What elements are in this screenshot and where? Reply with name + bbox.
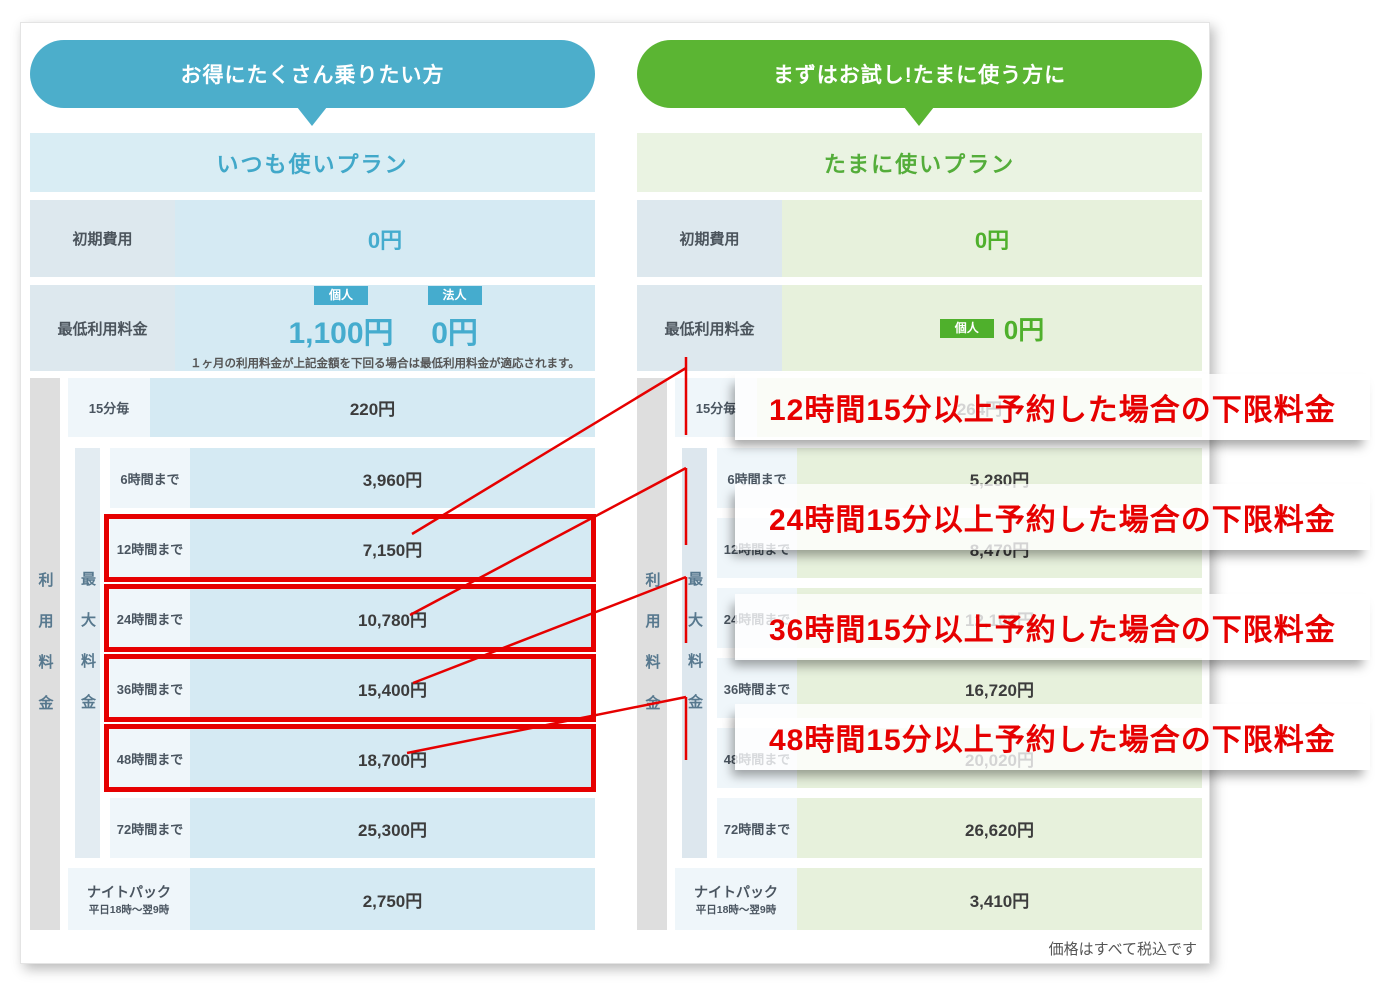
left-night-pack-value: 2,750円: [362, 891, 423, 911]
right-pill-pointer-icon: [904, 107, 934, 126]
left-row-36h-label: 36時間まで: [110, 658, 190, 718]
left-per15-value-cell: 220円: [150, 378, 595, 437]
left-min-fee-label-text: 最低利用料金: [57, 320, 148, 338]
left-usage-fee-strip: 利用料金: [30, 378, 60, 930]
left-initial-cost-label: 初期費用: [30, 200, 175, 277]
right-min-fee-group: 個人 0円: [939, 310, 1045, 347]
right-row-72h-label-text: 72時間まで: [723, 821, 791, 837]
left-initial-cost-value: 0円: [367, 227, 403, 253]
annotation-12h: 12時間15分以上予約した場合の下限料金: [735, 374, 1370, 440]
right-max-fee-strip-text: 最大料金: [686, 571, 703, 735]
right-row-72h-label: 72時間まで: [717, 798, 797, 858]
right-plan-title-text: たまに使いプラン: [823, 151, 1016, 177]
left-max-fee-strip: 最大料金: [75, 448, 100, 858]
left-row-6h-value-cell: 3,960円: [190, 448, 595, 508]
right-row-36h-label-text: 36時間まで: [723, 681, 791, 697]
left-min-fee-corporate-group: 法人 0円: [427, 285, 482, 352]
right-night-pack-sublabel: 平日18時～翌9時: [695, 903, 777, 916]
left-row-72h-value-cell: 25,300円: [190, 798, 595, 858]
right-min-fee-cell: 個人 0円: [782, 285, 1202, 371]
left-row-24h-label-text: 24時間まで: [116, 611, 184, 627]
left-min-fee-corporate-value: 0円: [431, 316, 478, 350]
left-row-12h-label-text: 12時間まで: [116, 541, 184, 557]
highlight-box-48h: [104, 724, 596, 792]
right-row-36h-value: 16,720円: [965, 680, 1034, 700]
left-min-fee-personal-value: 1,100円: [288, 316, 394, 350]
corporate-badge: 法人: [427, 285, 482, 305]
left-night-pack-label: ナイトパック 平日18時～翌9時: [68, 868, 190, 930]
left-min-fee-groups: 個人 1,100円 法人 0円: [288, 285, 482, 352]
right-initial-cost-value: 0円: [974, 227, 1010, 253]
right-per15-label-text: 15分毎: [695, 401, 737, 416]
left-row-6h-value: 3,960円: [362, 470, 423, 490]
left-min-fee-note: １ヶ月の利用料金が上記金額を下回る場合は最低利用料金が適応されます。: [190, 357, 580, 370]
left-row-48h-label-text: 48時間まで: [116, 751, 184, 767]
annotation-36h: 36時間15分以上予約した場合の下限料金: [735, 594, 1370, 660]
annotation-48h-text: 48時間15分以上予約した場合の下限料金: [769, 724, 1336, 757]
annotation-48h: 48時間15分以上予約した場合の下限料金: [735, 704, 1370, 770]
right-initial-cost-label: 初期費用: [637, 200, 782, 277]
left-night-pack-sublabel: 平日18時～翌9時: [88, 903, 170, 916]
right-min-fee-personal-value: 0円: [1003, 314, 1045, 345]
left-plan-header-pill: お得にたくさん乗りたい方: [30, 40, 595, 108]
left-row-36h-value: 15,400円: [358, 680, 427, 700]
tax-included-note: 価格はすべて税込です: [897, 938, 1197, 959]
left-max-fee-strip-text: 最大料金: [79, 571, 96, 735]
highlight-box-12h: [104, 514, 596, 582]
left-min-fee-label: 最低利用料金: [30, 285, 175, 371]
left-plan-header-text: お得にたくさん乗りたい方: [180, 64, 445, 87]
left-row-6h-label-text: 6時間まで: [120, 471, 180, 487]
left-row-12h-value: 7,150円: [362, 540, 423, 560]
tax-included-note-text: 価格はすべて税込です: [1048, 941, 1197, 958]
left-pill-pointer-icon: [297, 107, 327, 126]
left-row-12h-label: 12時間まで: [110, 518, 190, 578]
left-row-72h-label: 72時間まで: [110, 798, 190, 858]
left-min-fee-cell: 個人 1,100円 法人 0円 １ヶ月の利用料金が上記金額を下回る場合は最低利用…: [175, 285, 595, 371]
annotation-24h-text: 24時間15分以上予約した場合の下限料金: [769, 504, 1336, 537]
left-row-48h-value: 18,700円: [358, 750, 427, 770]
left-initial-cost-label-text: 初期費用: [72, 231, 133, 248]
right-plan-header-pill: まずはお試し!たまに使う方に: [637, 40, 1202, 108]
right-night-pack-value-cell: 3,410円: [797, 868, 1202, 930]
left-initial-cost-value-cell: 0円: [175, 200, 595, 277]
left-row-72h-value: 25,300円: [358, 820, 427, 840]
left-plan-title-text: いつも使いプラン: [216, 151, 409, 177]
left-per15-value: 220円: [349, 400, 396, 419]
personal-badge: 個人: [939, 318, 994, 338]
highlight-box-36h: [104, 654, 596, 722]
left-row-36h-label-text: 36時間まで: [116, 681, 184, 697]
right-night-pack-value: 3,410円: [969, 891, 1030, 911]
left-night-pack-value-cell: 2,750円: [190, 868, 595, 930]
left-row-72h-label-text: 72時間まで: [116, 821, 184, 837]
personal-badge: 個人: [313, 285, 368, 305]
right-row-72h-value: 26,620円: [965, 820, 1034, 840]
right-night-pack-label: ナイトパック 平日18時～翌9時: [675, 868, 797, 930]
left-usage-fee-strip-text: 利用料金: [36, 572, 54, 736]
left-row-48h-label: 48時間まで: [110, 728, 190, 788]
right-plan-header-text: まずはお試し!たまに使う方に: [772, 64, 1067, 87]
left-per15-label-text: 15分毎: [88, 401, 130, 416]
annotation-36h-text: 36時間15分以上予約した場合の下限料金: [769, 614, 1336, 647]
left-min-fee-personal-group: 個人 1,100円: [288, 285, 394, 352]
right-usage-fee-strip-text: 利用料金: [643, 572, 661, 736]
right-min-fee-label: 最低利用料金: [637, 285, 782, 371]
right-min-fee-label-text: 最低利用料金: [664, 320, 755, 338]
left-row-6h-label: 6時間まで: [110, 448, 190, 508]
left-plan-title: いつも使いプラン: [30, 133, 595, 192]
left-row-24h-label: 24時間まで: [110, 588, 190, 648]
right-initial-cost-value-cell: 0円: [782, 200, 1202, 277]
right-row-6h-label-text: 6時間まで: [727, 471, 787, 487]
right-plan-title: たまに使いプラン: [637, 133, 1202, 192]
left-per15-label: 15分毎: [68, 378, 150, 437]
highlight-box-24h: [104, 584, 596, 652]
right-row-72h-value-cell: 26,620円: [797, 798, 1202, 858]
left-night-pack-label-text: ナイトパック: [87, 883, 171, 900]
right-night-pack-label-text: ナイトパック: [694, 883, 778, 900]
right-max-fee-strip: 最大料金: [682, 448, 707, 858]
annotation-24h: 24時間15分以上予約した場合の下限料金: [735, 484, 1370, 550]
annotation-12h-text: 12時間15分以上予約した場合の下限料金: [769, 394, 1336, 427]
right-initial-cost-label-text: 初期費用: [679, 231, 740, 248]
right-usage-fee-strip: 利用料金: [637, 378, 667, 930]
